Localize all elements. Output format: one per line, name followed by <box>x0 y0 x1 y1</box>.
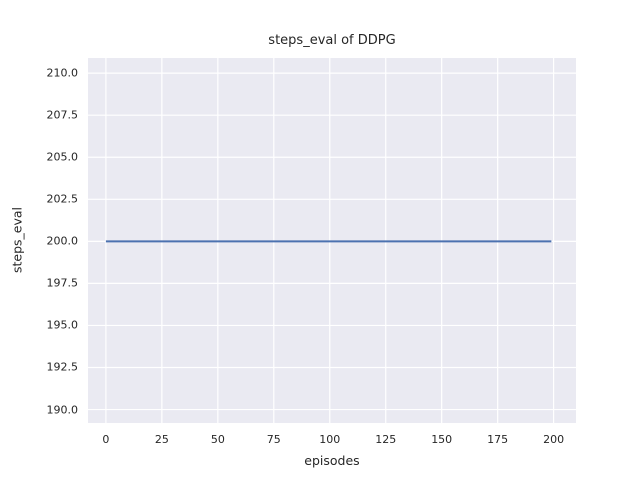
y-tick-label: 205.0 <box>46 150 79 164</box>
x-axis-label: episodes <box>304 453 360 468</box>
plot-area <box>88 58 576 423</box>
y-tick-label: 200.0 <box>46 234 79 248</box>
chart-title: steps_eval of DDPG <box>268 33 396 48</box>
x-tick-label: 50 <box>210 433 225 446</box>
x-tick-label: 100 <box>319 433 341 446</box>
y-tick-label: 195.0 <box>46 318 79 332</box>
x-tick-label: 150 <box>431 433 453 446</box>
x-tick-label: 200 <box>543 433 565 446</box>
x-tick-label: 175 <box>487 433 509 446</box>
x-tick-label: 25 <box>154 433 169 446</box>
x-tick-label: 75 <box>266 433 281 446</box>
y-tick-label: 207.5 <box>46 108 79 122</box>
y-tick-label: 192.5 <box>46 360 79 374</box>
y-tick-label: 210.0 <box>46 66 79 80</box>
x-tick-label: 125 <box>375 433 397 446</box>
y-tick-label: 202.5 <box>46 192 79 206</box>
y-tick-label: 197.5 <box>46 276 79 290</box>
line-plot-svg <box>88 58 576 423</box>
y-tick-label: 190.0 <box>46 403 79 417</box>
x-tick-label: 0 <box>102 433 110 446</box>
